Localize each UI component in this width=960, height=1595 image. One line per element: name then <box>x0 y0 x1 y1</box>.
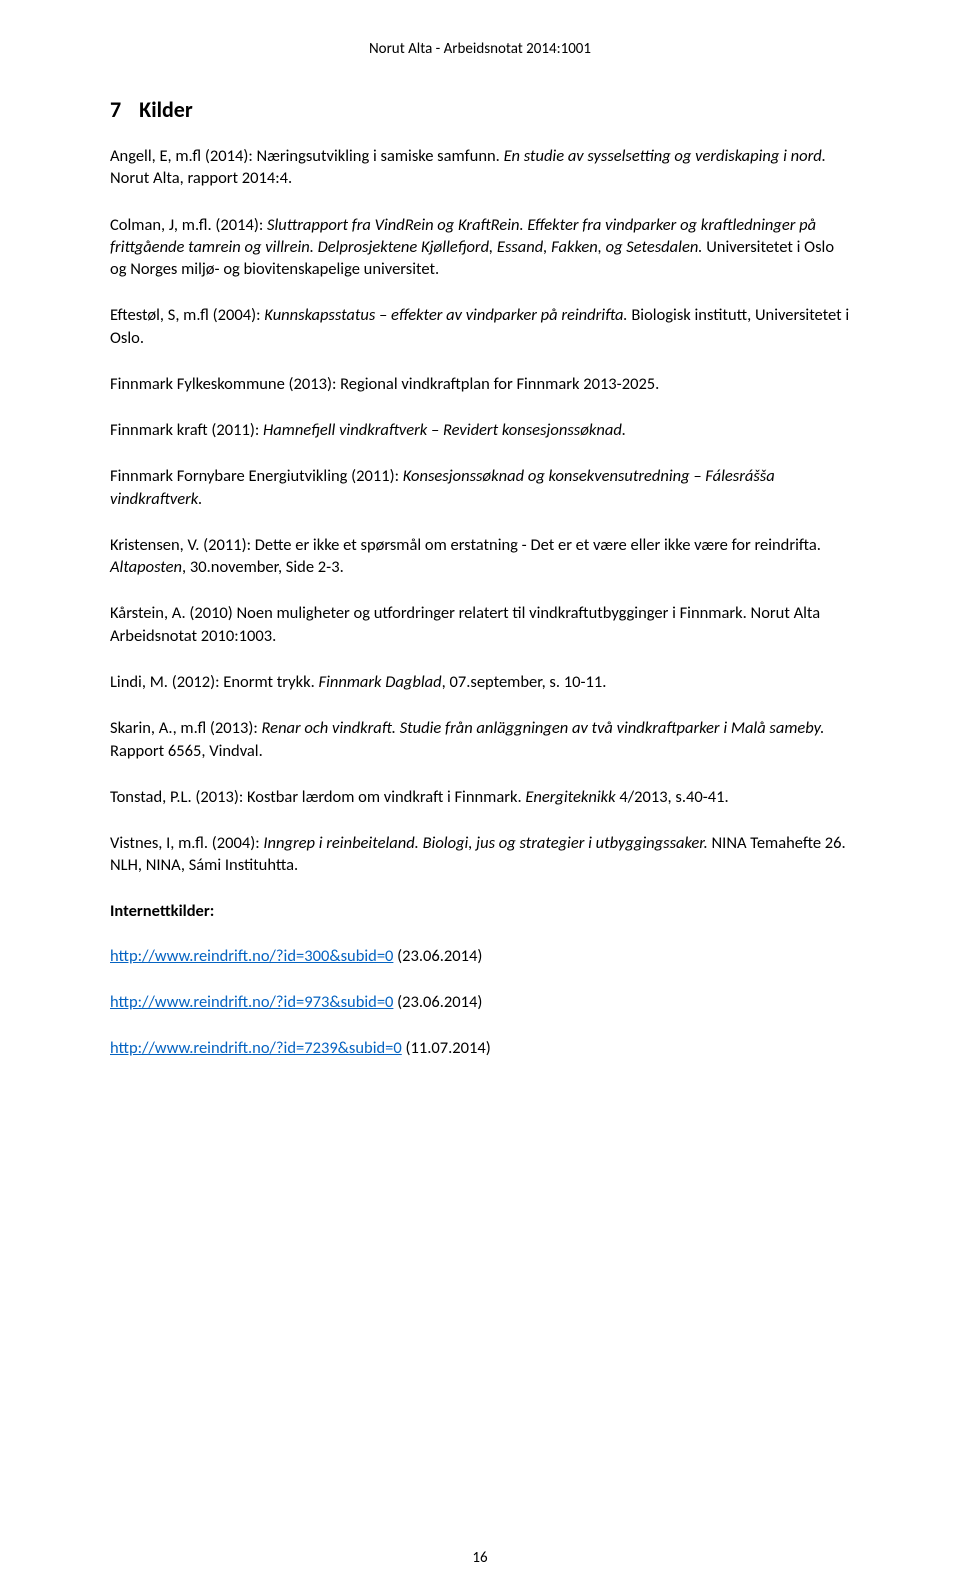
reference-entry: Finnmark Fylkeskommune (2013): Regional … <box>110 373 850 395</box>
reference-entry: Finnmark kraft (2011): Hamnefjell vindkr… <box>110 419 850 441</box>
source-link[interactable]: http://www.reindrift.no/?id=7239&subid=0 <box>110 1038 402 1058</box>
reference-entry: Skarin, A., m.fl (2013): Renar och vindk… <box>110 717 850 762</box>
reference-entry: Eftestøl, S, m.fl (2004): Kunnskapsstatu… <box>110 304 850 349</box>
document-page: Norut Alta - Arbeidsnotat 2014:1001 7 Kil… <box>0 0 960 1595</box>
source-link[interactable]: http://www.reindrift.no/?id=973&subid=0 <box>110 992 393 1012</box>
reference-entry: Angell, E, m.fl (2014): Næringsutvikling… <box>110 145 850 190</box>
page-number: 16 <box>0 1549 960 1567</box>
reference-link-entry: http://www.reindrift.no/?id=300&subid=0 … <box>110 945 850 967</box>
section-number: 7 <box>110 96 121 123</box>
page-header: Norut Alta - Arbeidsnotat 2014:1001 <box>110 40 850 58</box>
section-title: Kilder <box>139 96 193 123</box>
reference-entry: Kårstein, A. (2010) Noen muligheter og u… <box>110 602 850 647</box>
section-heading: 7 Kilder <box>110 96 850 123</box>
reference-entry: Vistnes, I, m.fl. (2004): Inngrep i rein… <box>110 832 850 877</box>
reference-entry: Kristensen, V. (2011): Dette er ikke et … <box>110 534 850 579</box>
reference-entry: Colman, J, m.fl. (2014): Sluttrapport fr… <box>110 214 850 281</box>
subheading-internet-sources: Internettkilder: <box>110 901 850 921</box>
reference-entry: Tonstad, P.L. (2013): Kostbar lærdom om … <box>110 786 850 808</box>
source-link[interactable]: http://www.reindrift.no/?id=300&subid=0 <box>110 946 393 966</box>
reference-link-entry: http://www.reindrift.no/?id=7239&subid=0… <box>110 1037 850 1059</box>
reference-entry: Finnmark Fornybare Energiutvikling (2011… <box>110 465 850 510</box>
reference-entry: Lindi, M. (2012): Enormt trykk. Finnmark… <box>110 671 850 693</box>
reference-link-entry: http://www.reindrift.no/?id=973&subid=0 … <box>110 991 850 1013</box>
